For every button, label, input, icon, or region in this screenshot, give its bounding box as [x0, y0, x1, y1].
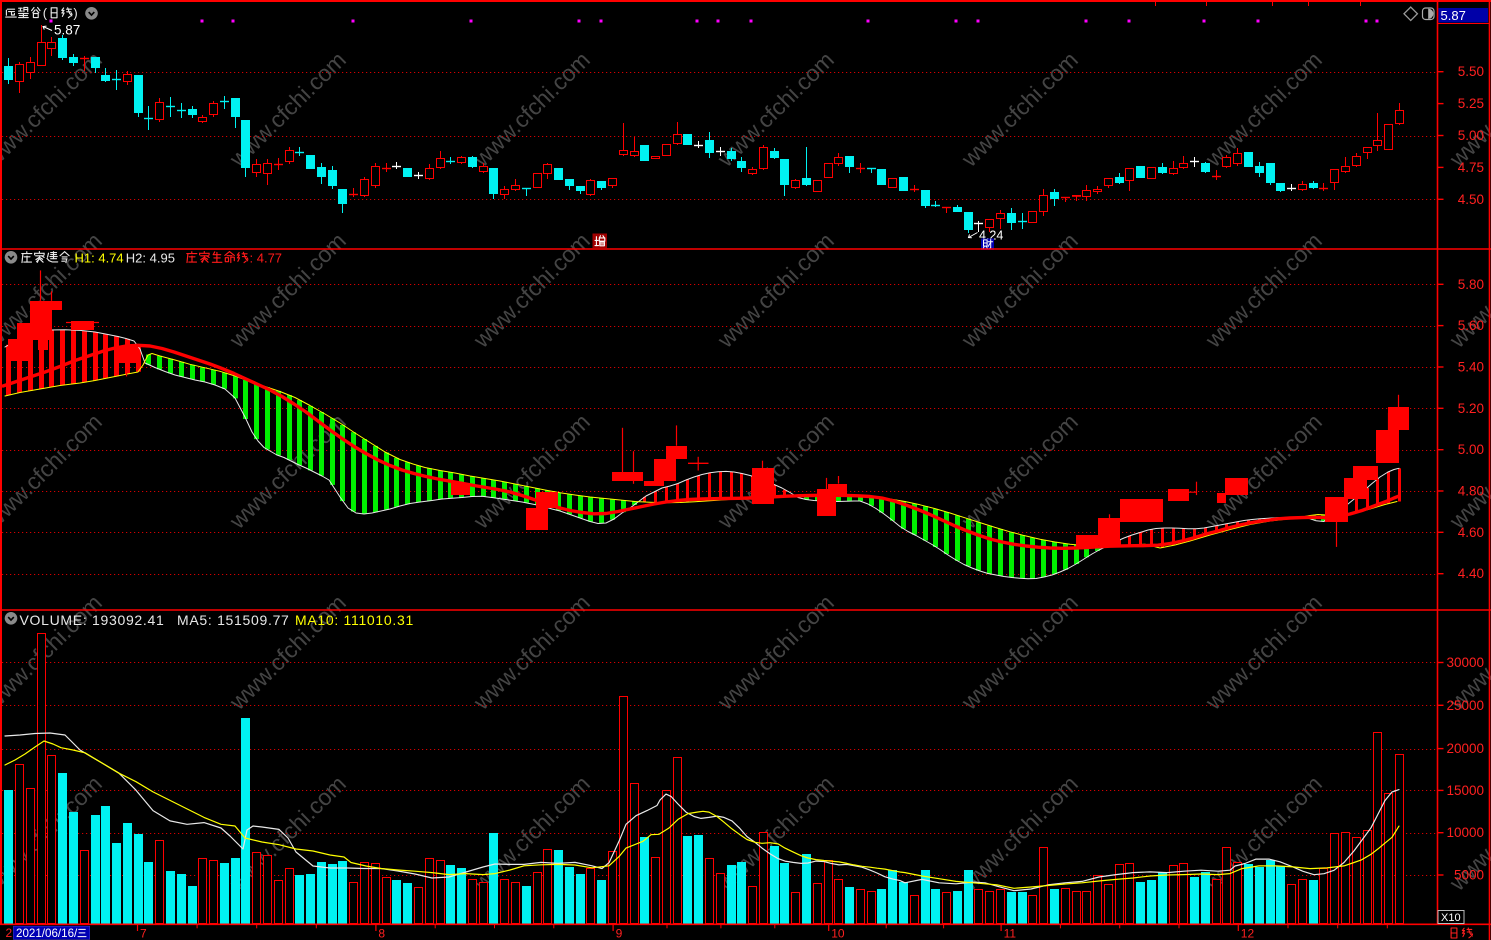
svg-text:H1: 4.74: H1: 4.74 [75, 250, 124, 265]
svg-text:5.00: 5.00 [1458, 442, 1484, 457]
svg-text:20000: 20000 [1446, 741, 1484, 756]
svg-text:4.80: 4.80 [1458, 484, 1484, 499]
svg-text:5.60: 5.60 [1458, 318, 1484, 333]
svg-text:5.25: 5.25 [1458, 96, 1484, 111]
svg-text:VOLUME: 193092.41: VOLUME: 193092.41 [20, 612, 165, 628]
svg-text:4.50: 4.50 [1458, 192, 1484, 207]
svg-text:11: 11 [1004, 927, 1017, 940]
svg-text:12: 12 [1241, 927, 1255, 940]
svg-text:MA5: 151509.77: MA5: 151509.77 [177, 612, 290, 628]
svg-text:5.87: 5.87 [54, 23, 80, 38]
svg-text:30000: 30000 [1446, 655, 1484, 670]
svg-text:5000: 5000 [1454, 868, 1484, 883]
svg-text:: 4.77: : 4.77 [250, 250, 283, 265]
svg-text:H2: 4.95: H2: 4.95 [126, 250, 175, 265]
svg-text:4.40: 4.40 [1458, 566, 1484, 581]
svg-text:10000: 10000 [1446, 825, 1484, 840]
svg-text:): ) [73, 6, 77, 21]
svg-text:9: 9 [616, 927, 623, 940]
svg-text:5.80: 5.80 [1458, 277, 1484, 292]
svg-text:5.00: 5.00 [1458, 128, 1484, 143]
svg-text:15000: 15000 [1446, 783, 1484, 798]
svg-text:5.87: 5.87 [1441, 8, 1466, 23]
svg-text:2: 2 [6, 926, 13, 940]
svg-text:MA10: 111010.31: MA10: 111010.31 [295, 612, 414, 628]
svg-text:5.40: 5.40 [1458, 360, 1484, 375]
svg-text:5.50: 5.50 [1458, 64, 1484, 79]
svg-text:25000: 25000 [1446, 698, 1484, 713]
svg-text:(: ( [43, 6, 48, 21]
svg-text:4.60: 4.60 [1458, 525, 1484, 540]
svg-text:5.20: 5.20 [1458, 401, 1484, 416]
svg-text:7: 7 [140, 927, 147, 940]
svg-text:8: 8 [378, 927, 385, 940]
svg-text:2021/06/16/: 2021/06/16/ [16, 927, 78, 940]
svg-text:X10: X10 [1441, 912, 1461, 924]
svg-text:4.75: 4.75 [1458, 160, 1484, 175]
svg-text:10: 10 [831, 927, 845, 940]
